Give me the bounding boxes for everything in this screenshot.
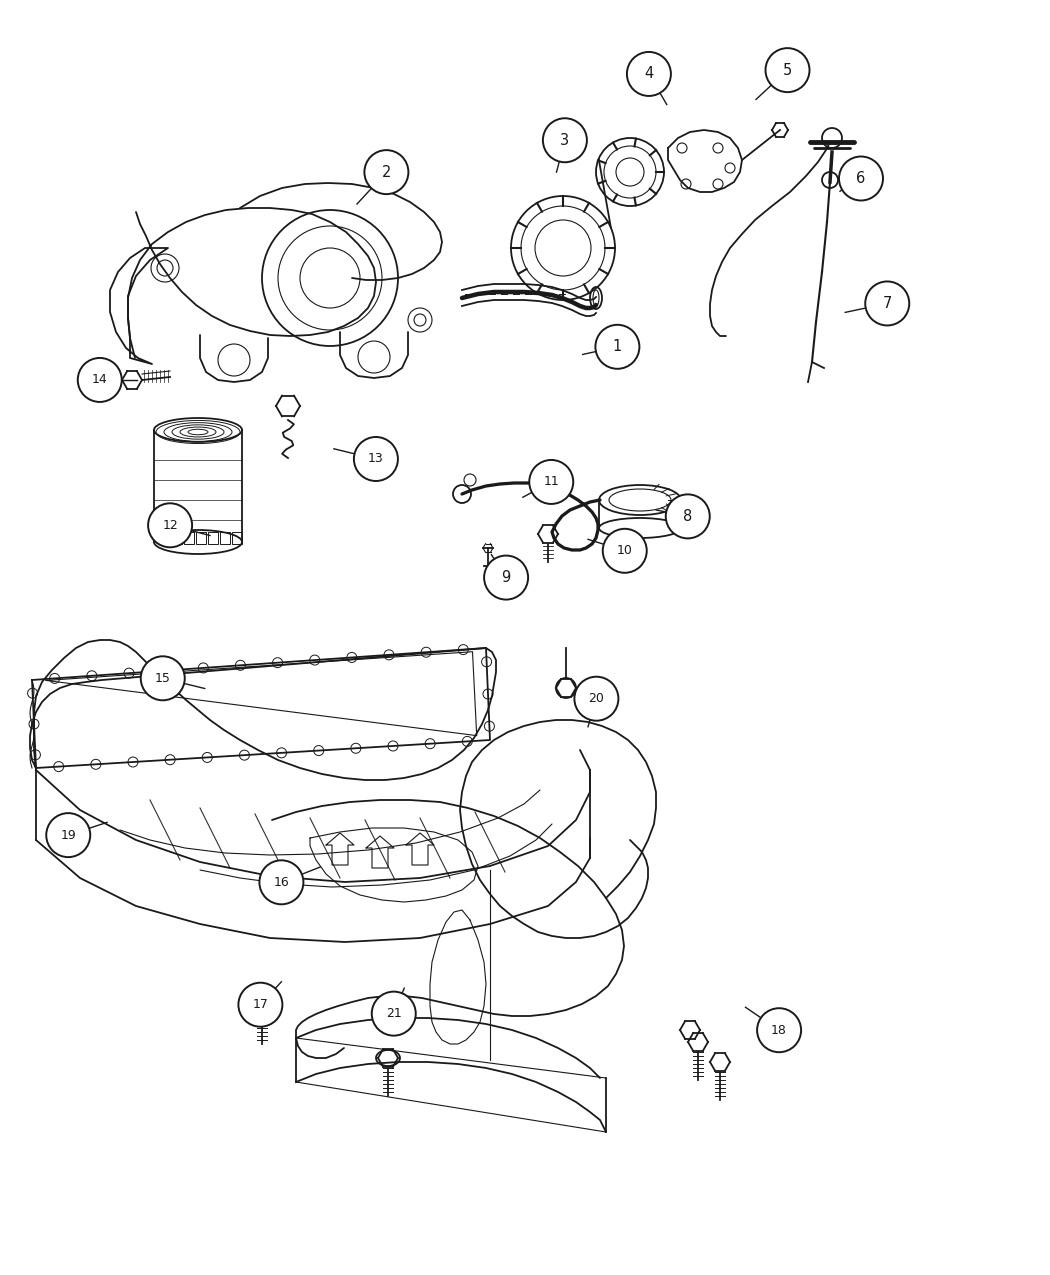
- Text: 16: 16: [273, 876, 290, 889]
- Circle shape: [765, 48, 810, 92]
- Text: 3: 3: [561, 133, 569, 148]
- Circle shape: [238, 983, 282, 1026]
- Circle shape: [543, 119, 587, 162]
- Text: 7: 7: [883, 296, 891, 311]
- Circle shape: [839, 157, 883, 200]
- Circle shape: [865, 282, 909, 325]
- Circle shape: [574, 677, 618, 720]
- Circle shape: [364, 150, 408, 194]
- Circle shape: [627, 52, 671, 96]
- Circle shape: [148, 504, 192, 547]
- Text: 13: 13: [368, 453, 384, 465]
- Circle shape: [259, 861, 303, 904]
- Text: 2: 2: [382, 164, 391, 180]
- Text: 4: 4: [645, 66, 653, 82]
- Text: 5: 5: [783, 62, 792, 78]
- Text: 19: 19: [61, 829, 76, 842]
- Text: 9: 9: [502, 570, 510, 585]
- Text: 15: 15: [154, 672, 171, 685]
- Circle shape: [529, 460, 573, 504]
- Text: 11: 11: [544, 476, 559, 488]
- Circle shape: [757, 1009, 801, 1052]
- Text: 14: 14: [92, 374, 107, 386]
- Circle shape: [141, 657, 185, 700]
- Circle shape: [372, 992, 416, 1035]
- Text: 21: 21: [386, 1007, 401, 1020]
- Circle shape: [78, 358, 122, 402]
- Circle shape: [46, 813, 90, 857]
- Text: 1: 1: [613, 339, 622, 354]
- Text: 10: 10: [616, 544, 633, 557]
- Circle shape: [595, 325, 639, 368]
- Text: 17: 17: [252, 998, 269, 1011]
- Text: 8: 8: [684, 509, 692, 524]
- Text: 6: 6: [857, 171, 865, 186]
- Circle shape: [603, 529, 647, 572]
- Circle shape: [484, 556, 528, 599]
- Text: 12: 12: [162, 519, 177, 532]
- Circle shape: [666, 495, 710, 538]
- Circle shape: [354, 437, 398, 481]
- Text: 18: 18: [771, 1024, 788, 1037]
- Text: 20: 20: [588, 692, 605, 705]
